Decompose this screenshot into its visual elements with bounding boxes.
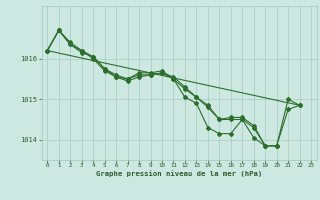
X-axis label: Graphe pression niveau de la mer (hPa): Graphe pression niveau de la mer (hPa)	[96, 170, 262, 177]
